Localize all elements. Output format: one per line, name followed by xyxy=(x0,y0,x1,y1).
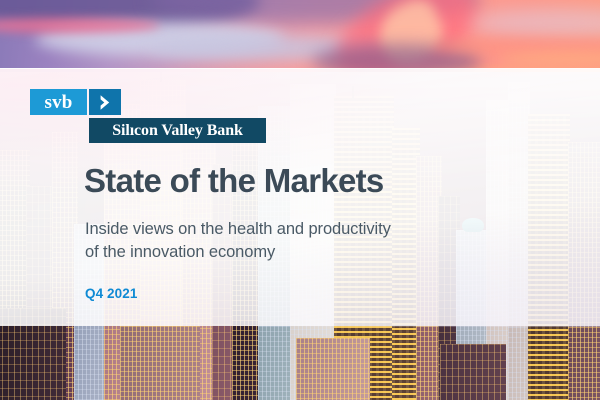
cover-content: svb Silıcon Valley Bank State of the Mar… xyxy=(0,68,600,326)
sunset-sky xyxy=(0,0,600,98)
cloud-shape xyxy=(430,38,600,54)
svb-monogram: svb xyxy=(30,89,87,115)
subtitle-line-1: Inside views on the health and productiv… xyxy=(85,220,391,238)
building xyxy=(440,344,506,400)
page-subtitle: Inside views on the health and productiv… xyxy=(85,218,391,265)
cloud-shape xyxy=(0,18,160,33)
cloud-shape xyxy=(500,52,600,66)
svb-wordmark: Silıcon Valley Bank xyxy=(89,118,266,143)
svb-logo-mark: svb xyxy=(30,89,266,115)
chevron-right-icon xyxy=(89,89,121,115)
building xyxy=(120,326,200,400)
report-period: Q4 2021 xyxy=(85,286,138,301)
building xyxy=(296,338,370,400)
subtitle-line-2: of the innovation economy xyxy=(85,243,276,262)
cloud-shape xyxy=(470,8,600,38)
svb-logo: svb Silıcon Valley Bank xyxy=(30,89,266,143)
page-title: State of the Markets xyxy=(84,162,384,199)
